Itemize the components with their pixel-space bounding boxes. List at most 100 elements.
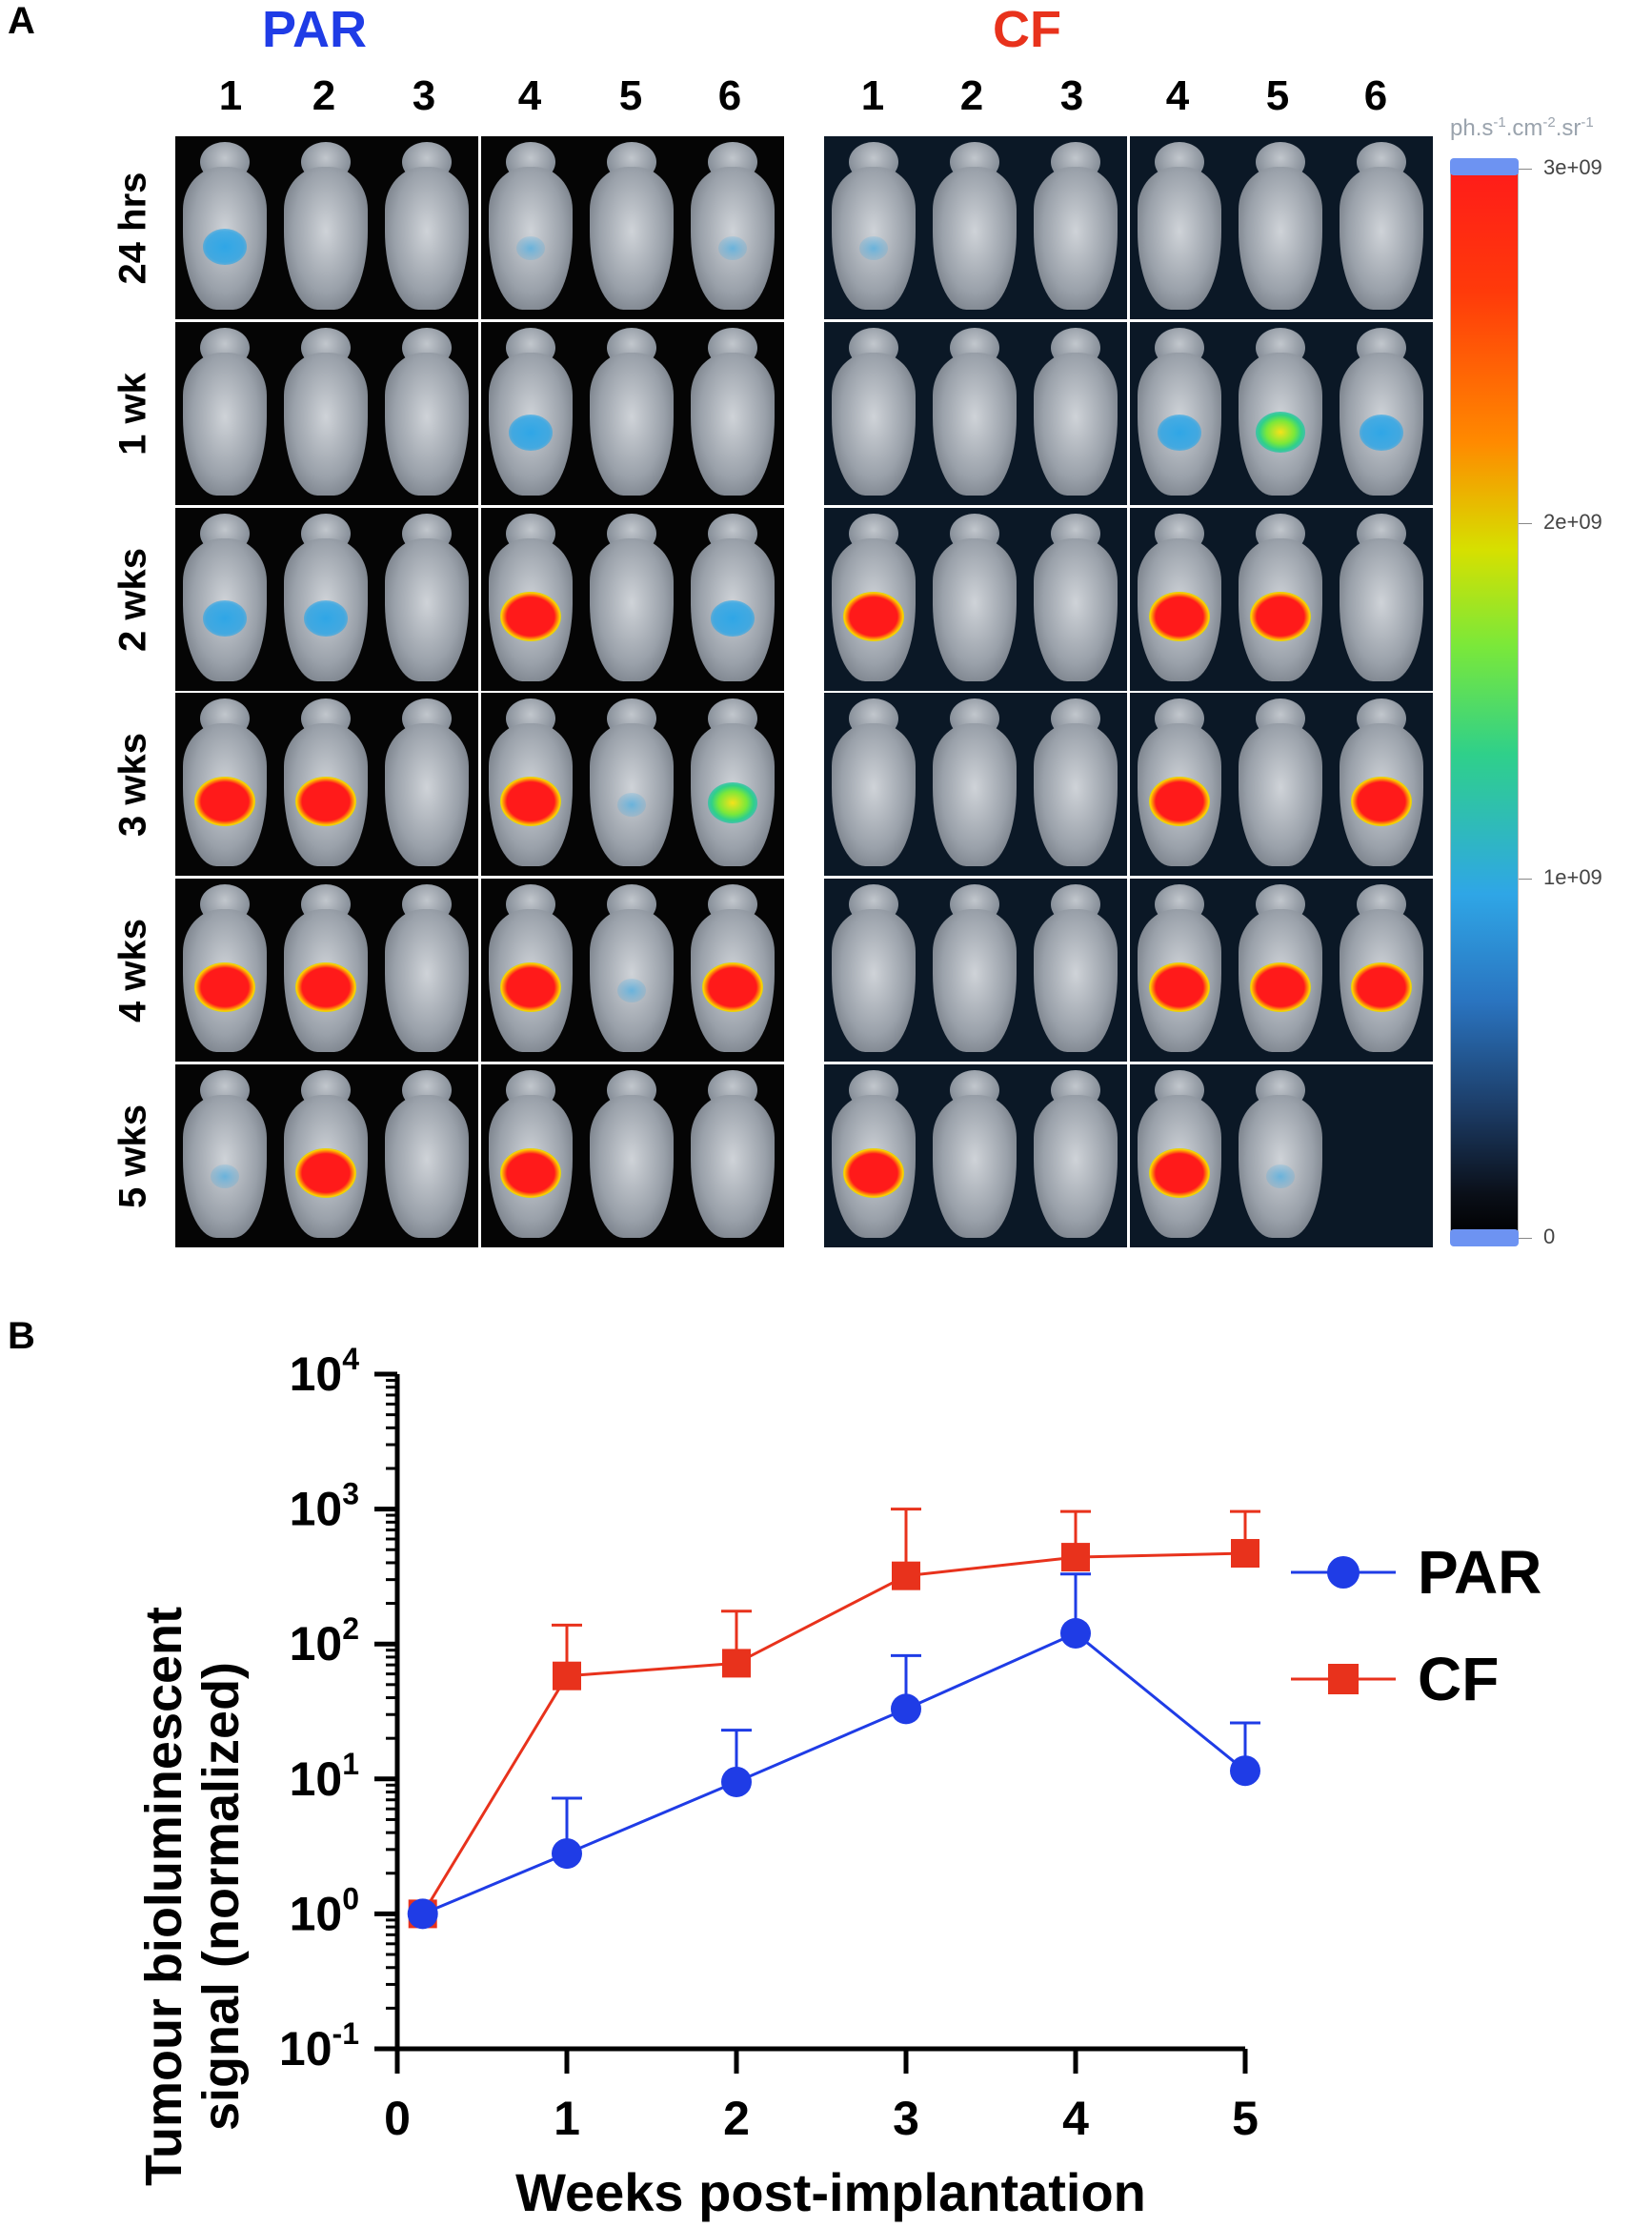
mouse-body bbox=[1239, 167, 1322, 310]
bioluminescence-signal bbox=[702, 962, 763, 1013]
colorbar-min-handle[interactable] bbox=[1450, 1229, 1519, 1246]
mouse-body bbox=[832, 353, 916, 496]
y-axis-label-line2: signal (normalized) bbox=[192, 1662, 250, 2131]
data-point-par bbox=[1230, 1755, 1260, 1787]
imaging-panel bbox=[1130, 322, 1433, 505]
imaging-panel bbox=[824, 322, 1127, 505]
colorbar-max-handle[interactable] bbox=[1450, 158, 1519, 175]
imaging-panel bbox=[175, 508, 478, 691]
data-point-par bbox=[721, 1766, 752, 1797]
data-point-par bbox=[891, 1693, 921, 1725]
row-label: 5 wks bbox=[111, 1104, 154, 1208]
mouse-body bbox=[385, 353, 469, 496]
bioluminescence-signal bbox=[1351, 777, 1412, 827]
bioluminescence-signal bbox=[711, 600, 755, 637]
bioluminescence-signal bbox=[843, 1148, 904, 1199]
imaging-panel bbox=[824, 879, 1127, 1062]
y-tick-label: 104 bbox=[290, 1342, 360, 1401]
chart-legend: PAR CF bbox=[1291, 1538, 1541, 1713]
bioluminescence-signal bbox=[1256, 412, 1305, 453]
colorbar-gradient bbox=[1450, 162, 1519, 1239]
bioluminescence-signal bbox=[516, 236, 545, 260]
bioluminescence-signal bbox=[509, 415, 553, 451]
y-tick-base: 10 bbox=[290, 1752, 343, 1806]
bioluminescence-signal bbox=[500, 1148, 561, 1199]
bioluminescence-signal bbox=[295, 1148, 356, 1199]
bioluminescence-signal bbox=[708, 782, 757, 823]
mouse-body bbox=[590, 167, 674, 310]
imaging-panel bbox=[175, 322, 478, 505]
imaging-panel bbox=[481, 1064, 784, 1247]
mouse-body bbox=[1138, 167, 1221, 310]
imaging-panel bbox=[824, 1064, 1127, 1247]
column-number: 1 bbox=[860, 72, 885, 119]
imaging-panel bbox=[824, 508, 1127, 691]
y-tick-label: 103 bbox=[290, 1477, 359, 1536]
bioluminescence-signal bbox=[304, 600, 348, 637]
mouse-body bbox=[385, 167, 469, 310]
data-point-par bbox=[552, 1838, 582, 1870]
data-point-cf bbox=[1061, 1543, 1090, 1572]
bioluminescence-signal bbox=[843, 592, 904, 642]
mouse-body bbox=[933, 723, 1017, 866]
imaging-panel bbox=[481, 508, 784, 691]
mouse-body bbox=[691, 353, 775, 496]
bioluminescence-signal bbox=[718, 236, 747, 260]
y-tick-label: 101 bbox=[290, 1747, 359, 1806]
y-tick-label: 10-1 bbox=[279, 2016, 359, 2075]
bioluminescence-signal bbox=[1158, 415, 1201, 451]
mouse-body bbox=[284, 167, 368, 310]
bioluminescence-signal bbox=[617, 979, 646, 1002]
panel-b-letter: B bbox=[8, 1315, 35, 1357]
bioluminescence-signal bbox=[859, 236, 888, 260]
data-point-par bbox=[1060, 1617, 1091, 1649]
y-tick-exponent: -1 bbox=[332, 2016, 359, 2051]
bioluminescence-signal bbox=[1250, 592, 1311, 642]
group-title-cf: CF bbox=[993, 1, 1061, 58]
y-tick-base: 10 bbox=[290, 1347, 343, 1401]
data-point-par bbox=[407, 1898, 438, 1930]
row-label: 4 wks bbox=[111, 919, 154, 1022]
colorbar-tick-line-1e9 bbox=[1519, 879, 1532, 880]
x-tick-label: 2 bbox=[723, 2092, 750, 2145]
y-tick-base: 10 bbox=[290, 1483, 343, 1536]
colorbar-tick-1e9: 1e+09 bbox=[1543, 865, 1602, 889]
colorbar-tick-line-2e9 bbox=[1519, 523, 1532, 524]
mouse-body bbox=[1034, 909, 1118, 1052]
imaging-panel bbox=[175, 693, 478, 876]
mouse-body bbox=[1034, 538, 1118, 681]
mouse-body bbox=[385, 538, 469, 681]
row-label: 2 wks bbox=[111, 548, 154, 652]
data-point-cf bbox=[722, 1649, 751, 1678]
bioluminescence-signal bbox=[1351, 962, 1412, 1013]
imaging-panel bbox=[175, 879, 478, 1062]
mouse-body bbox=[385, 909, 469, 1052]
imaging-panel bbox=[1130, 693, 1433, 876]
bioluminescence-signal bbox=[500, 592, 561, 642]
bioluminescence-signal bbox=[211, 1164, 239, 1188]
row-label: 24 hrs bbox=[111, 172, 154, 285]
data-point-cf bbox=[1231, 1539, 1259, 1569]
mouse-body bbox=[1239, 723, 1322, 866]
bioluminescence-signal bbox=[295, 777, 356, 827]
panel-a-letter: A bbox=[8, 0, 35, 42]
y-axis-label-line1: Tumour bioluminescent bbox=[135, 1607, 192, 2186]
imaging-panel bbox=[481, 322, 784, 505]
x-tick-label: 4 bbox=[1062, 2092, 1089, 2145]
bioluminescence-signal bbox=[500, 962, 561, 1013]
imaging-panel bbox=[481, 879, 784, 1062]
mouse-body bbox=[933, 538, 1017, 681]
mouse-body bbox=[933, 167, 1017, 310]
chart-axes bbox=[394, 1374, 1245, 2052]
mouse-body bbox=[284, 353, 368, 496]
column-number: 1 bbox=[218, 72, 243, 119]
colorbar-tick-3e9: 3e+09 bbox=[1543, 155, 1602, 179]
y-tick-base: 10 bbox=[290, 1887, 343, 1940]
column-number: 3 bbox=[1059, 72, 1084, 119]
row-label: 3 wks bbox=[111, 733, 154, 837]
mouse-body bbox=[933, 909, 1017, 1052]
mouse-body bbox=[1034, 167, 1118, 310]
imaging-panel bbox=[481, 693, 784, 876]
